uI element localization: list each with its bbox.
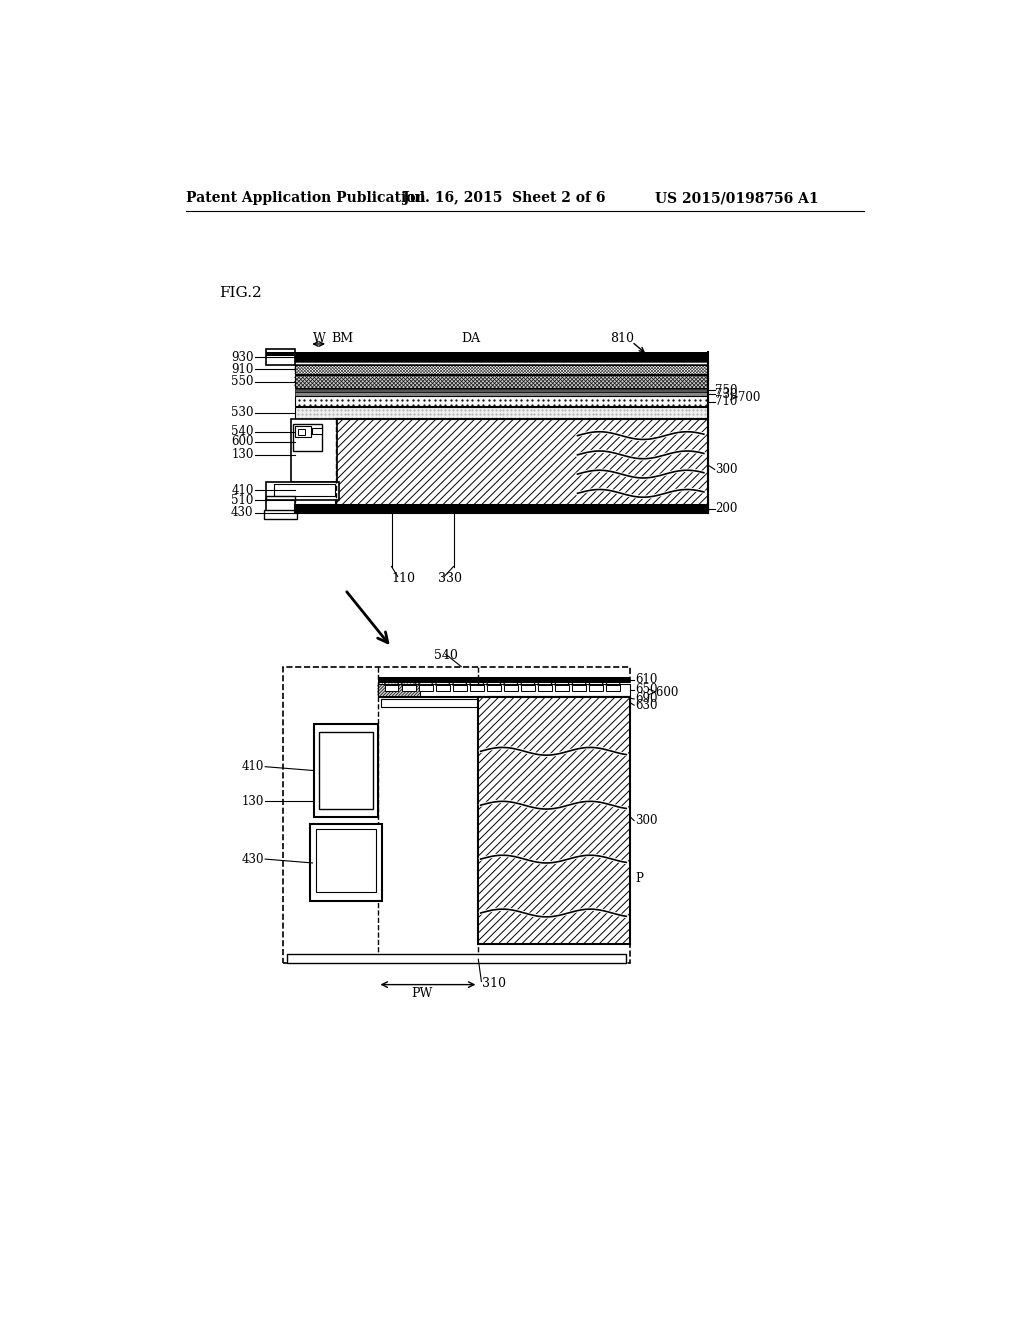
Bar bbox=[295, 364, 708, 374]
Text: 550: 550 bbox=[231, 375, 254, 388]
Bar bbox=[295, 375, 708, 388]
Text: 430: 430 bbox=[231, 506, 254, 519]
Text: 300: 300 bbox=[636, 814, 658, 828]
Text: 200: 200 bbox=[716, 502, 738, 515]
Bar bbox=[470, 685, 483, 692]
Bar bbox=[298, 429, 305, 434]
Bar bbox=[299, 425, 311, 434]
Bar bbox=[314, 725, 378, 817]
Bar bbox=[295, 407, 708, 418]
Bar bbox=[266, 352, 295, 355]
Text: 600: 600 bbox=[231, 436, 254, 449]
Bar bbox=[266, 482, 339, 499]
Bar bbox=[266, 496, 295, 502]
Text: 130: 130 bbox=[242, 795, 263, 808]
Bar bbox=[295, 396, 708, 407]
Text: 630: 630 bbox=[636, 698, 658, 711]
Bar bbox=[287, 954, 627, 964]
Bar bbox=[321, 425, 328, 430]
Bar bbox=[312, 425, 318, 433]
Bar bbox=[538, 685, 552, 692]
Bar bbox=[302, 428, 308, 433]
Bar bbox=[478, 697, 630, 944]
Bar bbox=[295, 426, 311, 437]
Text: 130: 130 bbox=[231, 449, 254, 462]
Text: 530: 530 bbox=[231, 407, 254, 418]
Bar bbox=[283, 667, 630, 964]
Bar bbox=[295, 352, 708, 362]
Text: 330: 330 bbox=[438, 572, 462, 585]
Bar bbox=[292, 420, 388, 444]
Bar bbox=[295, 506, 708, 512]
Bar bbox=[266, 350, 295, 364]
Text: Jul. 16, 2015  Sheet 2 of 6: Jul. 16, 2015 Sheet 2 of 6 bbox=[403, 191, 605, 206]
Bar bbox=[381, 700, 630, 706]
Bar bbox=[486, 685, 501, 692]
Bar bbox=[385, 685, 398, 692]
Bar bbox=[273, 484, 335, 496]
Text: W: W bbox=[312, 333, 326, 345]
Text: 410: 410 bbox=[231, 483, 254, 496]
Text: US 2015/0198756 A1: US 2015/0198756 A1 bbox=[655, 191, 818, 206]
Bar bbox=[291, 418, 337, 482]
Bar bbox=[521, 685, 535, 692]
Bar bbox=[419, 685, 432, 692]
Text: 300: 300 bbox=[716, 463, 738, 477]
Bar bbox=[555, 685, 569, 692]
Text: 750: 750 bbox=[716, 384, 738, 397]
Text: FIG.2: FIG.2 bbox=[219, 286, 262, 300]
Bar bbox=[316, 829, 376, 892]
Bar bbox=[378, 684, 420, 696]
Bar bbox=[504, 685, 518, 692]
Bar bbox=[295, 392, 708, 396]
Bar bbox=[312, 428, 322, 434]
Bar bbox=[264, 510, 297, 519]
Bar bbox=[589, 685, 603, 692]
Bar bbox=[453, 685, 467, 692]
Bar bbox=[572, 685, 586, 692]
Text: Patent Application Publication: Patent Application Publication bbox=[186, 191, 426, 206]
Bar bbox=[336, 418, 708, 511]
Text: P: P bbox=[636, 871, 643, 884]
Text: 730: 730 bbox=[716, 388, 738, 400]
Bar bbox=[295, 424, 334, 441]
Bar bbox=[295, 388, 708, 392]
Text: DA: DA bbox=[461, 333, 480, 345]
Text: 510: 510 bbox=[231, 494, 254, 507]
Text: 690: 690 bbox=[636, 693, 658, 705]
Bar bbox=[293, 424, 322, 451]
Text: PW: PW bbox=[411, 987, 432, 1001]
Text: 610: 610 bbox=[636, 673, 658, 686]
Text: 110: 110 bbox=[391, 572, 416, 585]
Text: 540: 540 bbox=[434, 649, 458, 663]
Bar bbox=[606, 685, 621, 692]
Text: >600: >600 bbox=[647, 685, 680, 698]
Text: 410: 410 bbox=[242, 760, 263, 774]
Text: 910: 910 bbox=[231, 363, 254, 376]
Bar bbox=[435, 685, 450, 692]
Text: 650: 650 bbox=[636, 684, 658, 696]
Text: 810: 810 bbox=[610, 333, 634, 345]
Bar bbox=[310, 825, 382, 902]
Text: BM: BM bbox=[331, 333, 353, 345]
Text: 930: 930 bbox=[231, 351, 254, 363]
Text: 430: 430 bbox=[241, 853, 263, 866]
Text: >700: >700 bbox=[729, 391, 761, 404]
Text: 540: 540 bbox=[231, 425, 254, 438]
Bar bbox=[401, 685, 416, 692]
Text: 710: 710 bbox=[716, 395, 738, 408]
Text: 310: 310 bbox=[482, 977, 506, 990]
Bar bbox=[378, 684, 630, 696]
Bar bbox=[318, 733, 373, 809]
Bar bbox=[266, 499, 295, 516]
Bar bbox=[378, 677, 630, 682]
